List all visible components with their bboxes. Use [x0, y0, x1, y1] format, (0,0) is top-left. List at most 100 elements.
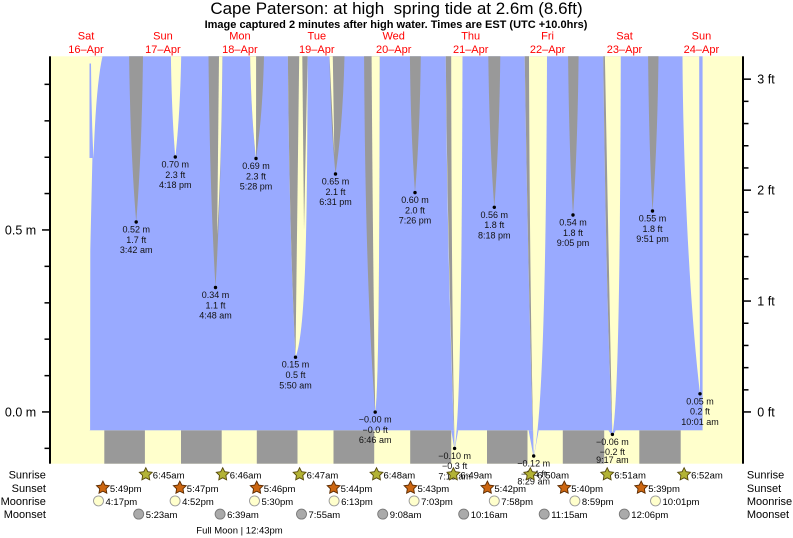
svg-text:0.0 m: 0.0 m: [5, 405, 36, 419]
svg-text:Sat: Sat: [78, 31, 95, 43]
svg-text:9:51 pm: 9:51 pm: [636, 234, 669, 244]
svg-text:Cape Paterson: at high spring: Cape Paterson: at high spring tide at 2.…: [210, 0, 582, 18]
svg-text:22–Apr: 22–Apr: [530, 44, 566, 56]
svg-text:Fri: Fri: [541, 31, 554, 43]
svg-text:6:39am: 6:39am: [227, 510, 259, 521]
svg-text:0.2 ft: 0.2 ft: [690, 407, 711, 417]
svg-text:−0.10 m: −0.10 m: [438, 451, 471, 461]
svg-text:8:29 am: 8:29 am: [517, 477, 550, 487]
svg-text:Sun: Sun: [692, 31, 712, 43]
svg-text:5:30pm: 5:30pm: [262, 497, 294, 508]
svg-text:0.69 m: 0.69 m: [242, 161, 270, 171]
svg-text:0.60 m: 0.60 m: [401, 195, 429, 205]
svg-text:10:01pm: 10:01pm: [663, 497, 700, 508]
svg-text:5:43pm: 5:43pm: [418, 484, 450, 495]
svg-text:Sunrise: Sunrise: [9, 469, 46, 481]
svg-text:24–Apr: 24–Apr: [684, 44, 720, 56]
svg-text:4:17pm: 4:17pm: [106, 497, 138, 508]
svg-text:Sat: Sat: [616, 31, 633, 43]
svg-text:5:46pm: 5:46pm: [264, 484, 296, 495]
svg-text:2.1 ft: 2.1 ft: [325, 187, 346, 197]
svg-text:11:15am: 11:15am: [551, 510, 587, 521]
svg-text:6:50am: 6:50am: [537, 470, 569, 481]
svg-text:18–Apr: 18–Apr: [222, 44, 258, 56]
svg-text:6:31 pm: 6:31 pm: [319, 197, 352, 207]
svg-text:2.3 ft: 2.3 ft: [246, 171, 267, 181]
svg-text:−0.12 m: −0.12 m: [517, 459, 550, 469]
svg-text:0.56 m: 0.56 m: [481, 210, 509, 220]
svg-text:0.34 m: 0.34 m: [202, 290, 230, 300]
svg-text:8:59pm: 8:59pm: [582, 497, 614, 508]
svg-text:20–Apr: 20–Apr: [376, 44, 412, 56]
svg-text:−0.3 ft: −0.3 ft: [442, 461, 468, 471]
svg-text:12:06pm: 12:06pm: [631, 510, 668, 521]
svg-text:5:40pm: 5:40pm: [571, 484, 603, 495]
svg-text:1.8 ft: 1.8 ft: [563, 228, 584, 238]
svg-text:4:48 am: 4:48 am: [199, 311, 232, 321]
svg-text:5:49pm: 5:49pm: [110, 484, 142, 495]
svg-text:6:51am: 6:51am: [614, 470, 646, 481]
svg-text:5:28 pm: 5:28 pm: [240, 182, 273, 192]
svg-text:3:42 am: 3:42 am: [120, 245, 153, 255]
svg-text:6:48am: 6:48am: [384, 470, 416, 481]
svg-text:Moonset: Moonset: [4, 509, 46, 521]
svg-text:0 ft: 0 ft: [757, 405, 775, 419]
svg-text:Moonrise: Moonrise: [747, 496, 792, 508]
svg-text:Mon: Mon: [229, 31, 250, 43]
svg-text:−0.0 ft: −0.0 ft: [363, 425, 389, 435]
svg-text:10:16am: 10:16am: [471, 510, 508, 521]
svg-text:7:55am: 7:55am: [309, 510, 341, 521]
svg-text:6:47am: 6:47am: [307, 470, 339, 481]
svg-text:−0.2 ft: −0.2 ft: [600, 447, 626, 457]
svg-text:0.52 m: 0.52 m: [122, 225, 150, 235]
svg-text:1.8 ft: 1.8 ft: [642, 224, 663, 234]
svg-text:9:08am: 9:08am: [390, 510, 422, 521]
svg-text:7:58pm: 7:58pm: [501, 497, 533, 508]
svg-text:1.7 ft: 1.7 ft: [126, 235, 147, 245]
svg-text:5:42pm: 5:42pm: [494, 484, 526, 495]
svg-text:7:26 pm: 7:26 pm: [399, 216, 432, 226]
svg-text:−0.00 m: −0.00 m: [359, 415, 392, 425]
svg-text:1.8 ft: 1.8 ft: [484, 220, 505, 230]
svg-text:1 ft: 1 ft: [757, 295, 775, 309]
svg-text:0.70 m: 0.70 m: [162, 160, 190, 170]
svg-text:6:49am: 6:49am: [460, 470, 492, 481]
svg-text:10:01 am: 10:01 am: [681, 417, 719, 427]
svg-text:6:13pm: 6:13pm: [341, 497, 373, 508]
svg-text:Sunset: Sunset: [747, 483, 781, 495]
svg-text:−0.06 m: −0.06 m: [596, 437, 629, 447]
svg-text:17–Apr: 17–Apr: [145, 44, 181, 56]
svg-text:0.05 m: 0.05 m: [686, 396, 714, 406]
svg-text:4:18 pm: 4:18 pm: [159, 180, 192, 190]
svg-text:6:46am: 6:46am: [230, 470, 262, 481]
svg-text:6:45am: 6:45am: [153, 470, 185, 481]
svg-text:Wed: Wed: [382, 31, 404, 43]
svg-text:0.5 m: 0.5 m: [5, 223, 36, 237]
svg-text:16–Apr: 16–Apr: [68, 44, 104, 56]
svg-text:5:47pm: 5:47pm: [187, 484, 219, 495]
svg-text:Moonset: Moonset: [747, 509, 789, 521]
svg-text:6:52am: 6:52am: [691, 470, 723, 481]
svg-text:0.15 m: 0.15 m: [282, 360, 310, 370]
svg-text:5:39pm: 5:39pm: [648, 484, 680, 495]
svg-text:0.55 m: 0.55 m: [639, 214, 667, 224]
svg-text:1.1 ft: 1.1 ft: [205, 300, 226, 310]
svg-text:4:52pm: 4:52pm: [182, 497, 214, 508]
svg-text:6:46 am: 6:46 am: [359, 435, 392, 445]
svg-text:8:18 pm: 8:18 pm: [478, 230, 511, 240]
svg-text:Sun: Sun: [153, 31, 173, 43]
svg-text:Moonrise: Moonrise: [1, 496, 46, 508]
svg-text:5:50 am: 5:50 am: [279, 380, 312, 390]
svg-text:23–Apr: 23–Apr: [607, 44, 643, 56]
svg-text:5:44pm: 5:44pm: [341, 484, 373, 495]
svg-text:Thu: Thu: [461, 31, 480, 43]
svg-text:7:03pm: 7:03pm: [421, 497, 453, 508]
svg-text:9:17 am: 9:17 am: [596, 455, 629, 465]
svg-text:2 ft: 2 ft: [757, 184, 775, 198]
svg-text:2.3 ft: 2.3 ft: [165, 170, 186, 180]
svg-text:2.0 ft: 2.0 ft: [405, 205, 426, 215]
svg-text:9:05 pm: 9:05 pm: [557, 238, 590, 248]
svg-text:0.54 m: 0.54 m: [559, 218, 587, 228]
svg-text:21–Apr: 21–Apr: [453, 44, 489, 56]
svg-text:5:23am: 5:23am: [146, 510, 178, 521]
